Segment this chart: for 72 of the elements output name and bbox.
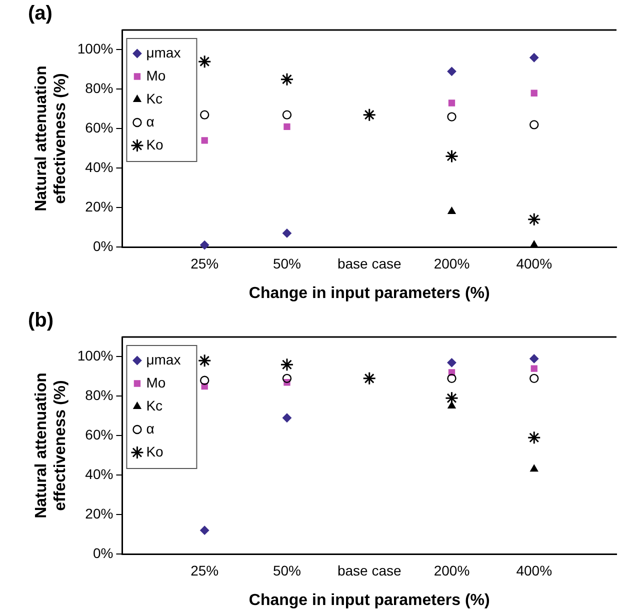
point	[448, 402, 456, 409]
point	[530, 354, 539, 364]
y-tick-label: 80%	[85, 80, 114, 96]
point	[198, 54, 212, 68]
point	[447, 358, 456, 368]
x-tick-label: 25%	[190, 255, 219, 272]
point	[200, 240, 210, 250]
y-tick-label: 20%	[85, 505, 114, 522]
point	[280, 358, 294, 372]
x-tick-label: base case	[337, 255, 402, 272]
point	[282, 228, 292, 238]
x-tick-label: 400%	[516, 255, 552, 272]
point	[447, 374, 456, 384]
point	[200, 376, 210, 385]
y-tick-label: 20%	[85, 198, 114, 214]
y-tick-label: 100%	[77, 40, 114, 57]
legend-label: μmax	[146, 351, 181, 368]
point	[200, 526, 210, 535]
point	[530, 90, 538, 96]
x-axis-title: Change in input parameters (%)	[248, 592, 490, 609]
point	[282, 413, 292, 422]
y-tick-label: 80%	[85, 387, 114, 404]
legend-label: α	[146, 420, 154, 436]
point	[280, 72, 294, 86]
point	[444, 391, 458, 405]
point	[527, 430, 541, 444]
y-tick-label: 40%	[85, 466, 114, 482]
y-tick-label: 60%	[85, 119, 114, 136]
chart-title: (b)	[28, 310, 54, 332]
y-tick-label: 0%	[92, 238, 114, 254]
point	[448, 100, 456, 106]
x-tick-label: 200%	[434, 255, 470, 272]
point	[447, 112, 456, 122]
point	[200, 110, 210, 120]
point	[362, 372, 376, 386]
x-tick-label: 50%	[272, 562, 301, 578]
point	[530, 53, 539, 62]
point	[282, 374, 292, 384]
point	[530, 374, 539, 384]
x-tick-label: 200%	[434, 562, 470, 578]
legend-label: Mo	[146, 374, 166, 390]
chart-title: (a)	[28, 2, 52, 25]
y-axis-title: Natural attenuation effectiveness (%)	[33, 66, 70, 212]
point	[282, 110, 292, 120]
point	[530, 464, 538, 472]
legend-label: α	[146, 113, 154, 130]
legend-label: Ko	[146, 136, 164, 152]
point	[530, 120, 539, 130]
point	[448, 206, 456, 214]
x-tick-label: base case	[337, 562, 402, 578]
x-tick-label: 400%	[516, 562, 552, 578]
point	[527, 212, 541, 226]
x-tick-label: 25%	[190, 562, 219, 578]
y-tick-label: 60%	[85, 426, 114, 442]
legend-label: Ko	[146, 443, 164, 460]
point	[284, 123, 290, 130]
legend-label: Mo	[146, 67, 166, 84]
y-axis-title: Natural attenuation effectiveness (%)	[33, 372, 70, 518]
point	[444, 150, 458, 164]
y-tick-label: 40%	[85, 158, 114, 175]
point	[201, 137, 208, 144]
legend-label: μmax	[146, 44, 181, 60]
point	[362, 108, 376, 122]
x-tick-label: 50%	[272, 255, 301, 272]
y-tick-label: 100%	[77, 348, 114, 364]
legend-label: Kc	[146, 397, 163, 414]
legend-label: Kc	[146, 90, 163, 106]
point	[447, 66, 456, 76]
y-tick-label: 0%	[92, 544, 114, 561]
point	[530, 365, 538, 372]
x-axis-title: Change in input parameters (%)	[248, 284, 490, 302]
point	[198, 354, 212, 368]
